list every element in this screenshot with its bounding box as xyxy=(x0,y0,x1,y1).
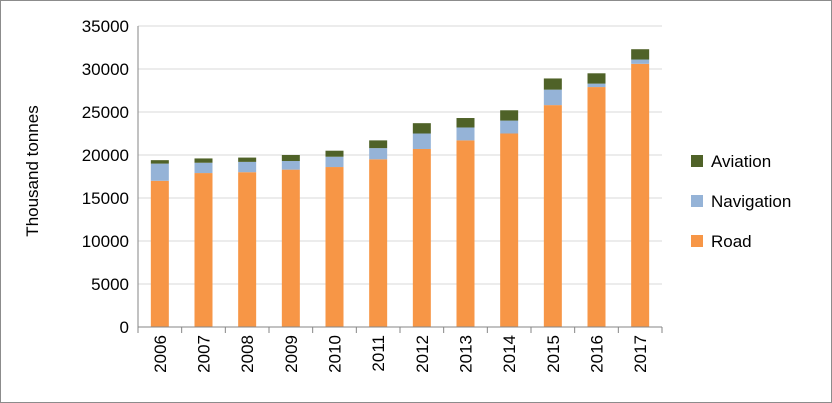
gridlines xyxy=(138,25,662,285)
legend-swatch-navigation xyxy=(691,195,703,207)
bar-navigation-2006 xyxy=(150,163,169,181)
bar-navigation-2009 xyxy=(281,161,300,170)
bar-navigation-2014 xyxy=(500,120,519,134)
bar-navigation-2017 xyxy=(631,59,650,64)
bar-aviation-2015 xyxy=(543,78,562,90)
bar-aviation-2007 xyxy=(194,158,213,163)
bar-navigation-2012 xyxy=(412,133,431,149)
y-tick-label: 5000 xyxy=(91,275,129,294)
bar-road-2013 xyxy=(456,140,475,327)
y-tick-label: 15000 xyxy=(82,189,129,208)
bar-aviation-2006 xyxy=(150,160,169,164)
bar-aviation-2011 xyxy=(369,140,388,149)
bar-road-2008 xyxy=(238,172,257,327)
bar-aviation-2010 xyxy=(325,150,344,157)
bar-road-2009 xyxy=(281,169,300,327)
legend-label-road: Road xyxy=(711,232,752,251)
x-tick-label: 2007 xyxy=(195,335,214,373)
y-tick-label: 10000 xyxy=(82,232,129,251)
bar-road-2007 xyxy=(194,173,213,327)
bar-aviation-2009 xyxy=(281,155,300,162)
legend-swatch-road xyxy=(691,235,703,247)
legend-swatch-aviation xyxy=(691,155,703,167)
y-tick-label: 35000 xyxy=(82,17,129,36)
x-tick-label: 2009 xyxy=(282,335,301,373)
axes xyxy=(137,26,663,333)
bars xyxy=(150,49,650,328)
bar-aviation-2008 xyxy=(238,157,257,162)
bar-aviation-2014 xyxy=(500,110,519,121)
bar-road-2011 xyxy=(369,159,388,327)
bar-aviation-2017 xyxy=(631,49,650,60)
bar-navigation-2013 xyxy=(456,127,475,141)
bar-road-2006 xyxy=(150,180,169,327)
y-axis-label: Thousand tonnes xyxy=(23,105,42,236)
bar-road-2014 xyxy=(500,133,519,327)
bar-aviation-2016 xyxy=(587,73,606,84)
bar-navigation-2015 xyxy=(543,89,562,106)
bar-road-2015 xyxy=(543,105,562,328)
x-tick-labels: 2006 2007 2008 2009 2010 2011 2012 2013 2014 2015… xyxy=(151,335,650,373)
bar-navigation-2016 xyxy=(587,83,606,88)
x-tick-label: 2017 xyxy=(631,335,650,373)
bar-road-2010 xyxy=(325,167,344,327)
bar-navigation-2008 xyxy=(238,161,257,173)
bar-aviation-2012 xyxy=(412,123,431,134)
legend: Aviation Navigation Road xyxy=(691,152,791,251)
x-tick-label: 2006 xyxy=(151,335,170,373)
y-tick-label: 20000 xyxy=(82,146,129,165)
bar-road-2017 xyxy=(631,63,650,328)
bar-navigation-2011 xyxy=(369,148,388,160)
y-tick-label: 30000 xyxy=(82,60,129,79)
x-tick-label: 2012 xyxy=(413,335,432,373)
x-tick-label: 2011 xyxy=(369,335,388,372)
x-tick-label: 2010 xyxy=(326,335,345,373)
x-tick-label: 2008 xyxy=(238,335,257,373)
x-tick-label: 2016 xyxy=(588,335,607,373)
x-tick-label: 2015 xyxy=(544,335,563,373)
legend-label-navigation: Navigation xyxy=(711,192,791,211)
bar-road-2012 xyxy=(412,148,431,327)
y-tick-label: 25000 xyxy=(82,103,129,122)
bar-road-2016 xyxy=(587,87,606,327)
y-tick-labels: 0 5000 10000 15000 20000 25000 30000 35000 xyxy=(82,17,129,337)
bar-navigation-2010 xyxy=(325,156,344,168)
x-tick-label: 2014 xyxy=(500,335,519,373)
legend-label-aviation: Aviation xyxy=(711,152,771,171)
x-tick-label: 2013 xyxy=(457,335,476,373)
bar-aviation-2013 xyxy=(456,118,475,128)
y-tick-label: 0 xyxy=(120,318,129,337)
bar-navigation-2007 xyxy=(194,162,213,174)
